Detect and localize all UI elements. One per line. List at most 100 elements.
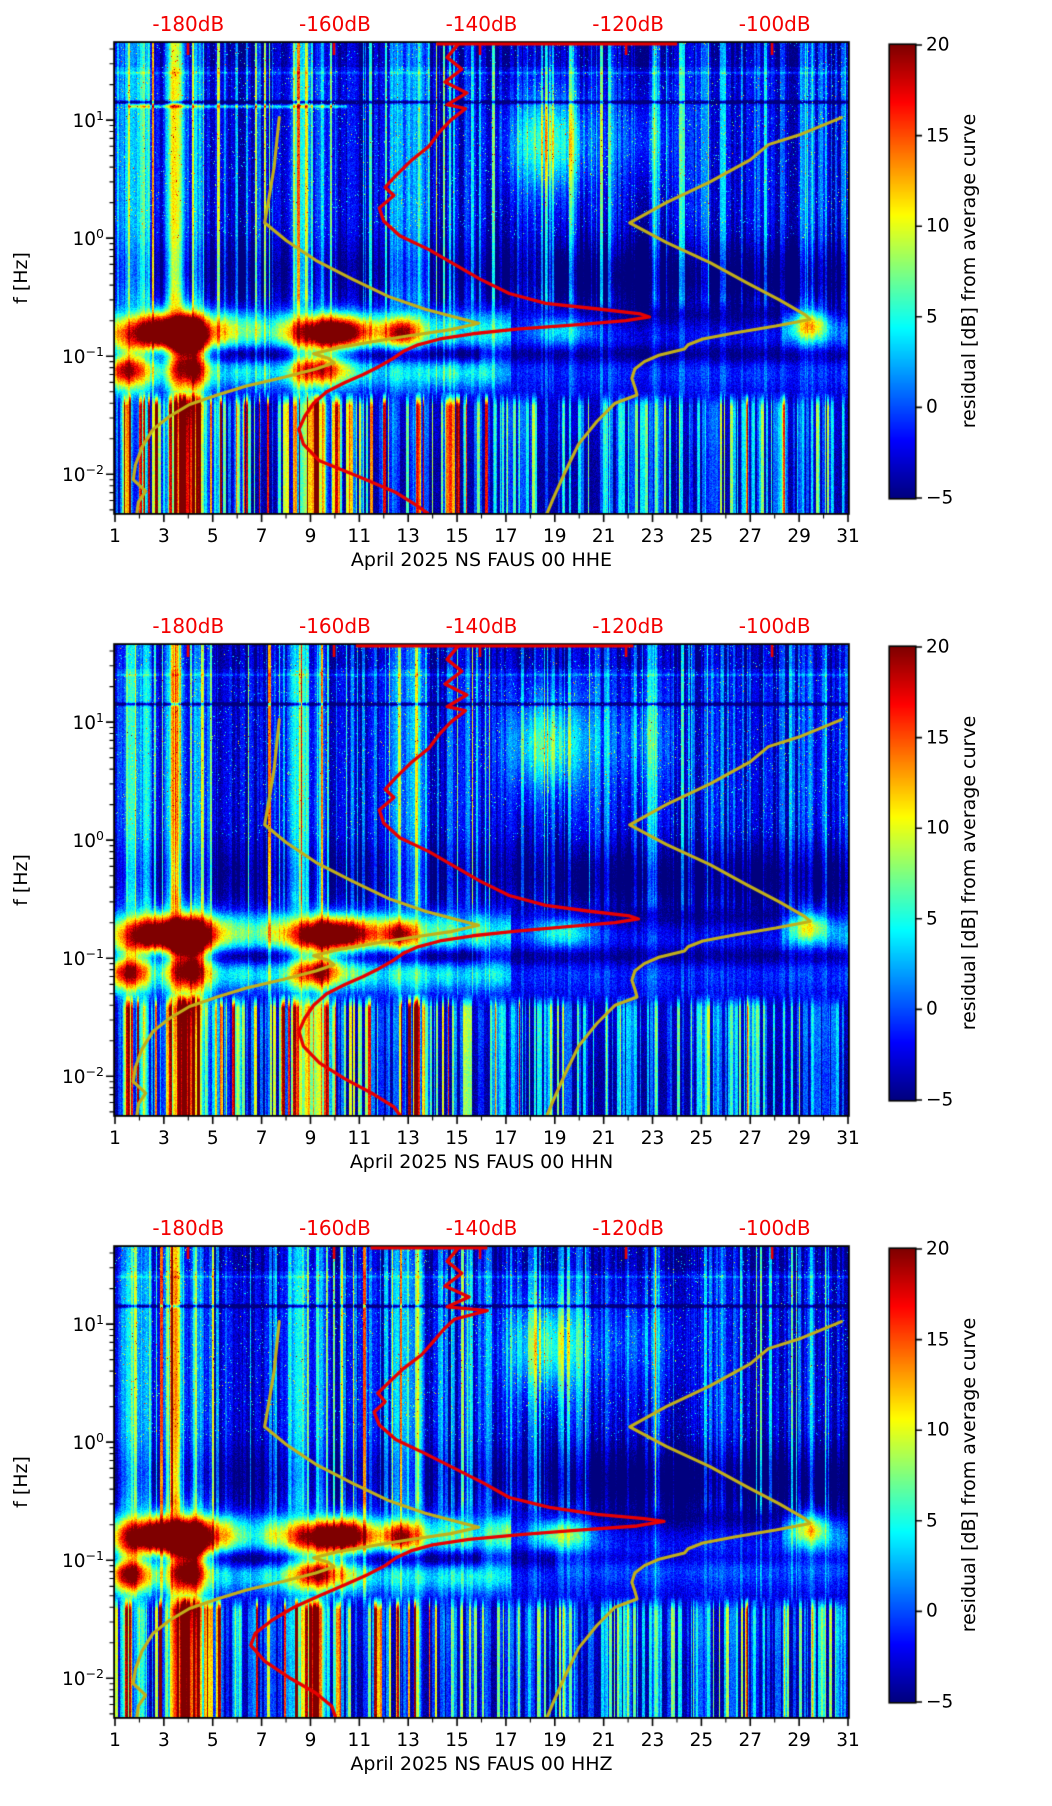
top-db-label: -160dB — [298, 12, 371, 36]
colorbar-tick-label: 10 — [926, 215, 950, 237]
colorbar-tick-label: 0 — [926, 1600, 938, 1622]
x-tick-label: 9 — [304, 1730, 317, 1751]
colorbar-tick-label: 20 — [926, 636, 950, 658]
colorbar-tick-label: 20 — [926, 34, 950, 56]
x-tick-label: 29 — [787, 1730, 811, 1751]
top-db-label: -120dB — [592, 614, 664, 638]
colorbar-tick-label: −5 — [926, 1691, 954, 1713]
colorbar-tick-label: 15 — [926, 727, 950, 749]
colorbar-tick-label: 0 — [926, 396, 938, 418]
x-tick-label: 29 — [787, 1128, 811, 1149]
x-tick-label: 25 — [689, 526, 714, 547]
top-db-label: -180dB — [152, 12, 225, 36]
x-tick-label: 1 — [109, 1128, 121, 1149]
top-db-axis-labels: -180dB -160dB -140dB -120dB -100dB — [115, 12, 848, 40]
top-db-label: -100dB — [738, 1216, 811, 1240]
x-tick-label: 15 — [445, 1128, 469, 1149]
x-tick-labels: 1 3 5 7 9 11 13 15 17 19 21 23 25 27 29 31 — [0, 602, 1052, 1204]
y-tick-label: 10−2 — [62, 462, 104, 487]
y-tick-label: 101 — [72, 1312, 105, 1337]
x-tick-labels: 1 3 5 7 9 11 13 15 17 19 21 23 25 27 29 31 — [0, 1204, 1052, 1806]
x-tick-label: 29 — [787, 526, 811, 547]
colorbar-tick-label: 15 — [926, 125, 950, 147]
x-tick-label: 19 — [543, 526, 567, 547]
y-tick-label: 100 — [72, 226, 105, 251]
top-db-label: -140dB — [445, 1216, 518, 1240]
x-tick-label: 31 — [836, 1730, 860, 1751]
y-tick-label: 10−2 — [62, 1666, 104, 1691]
top-db-axis-labels: -180dB -160dB -140dB -120dB -100dB — [115, 614, 848, 642]
x-tick-labels: 1 3 5 7 9 11 13 15 17 19 21 23 25 27 29 31 — [0, 0, 1052, 602]
x-tick-label: 31 — [836, 1128, 860, 1149]
top-db-label: -160dB — [298, 1216, 371, 1240]
colorbar-tick-labels: 20 15 10 5 0 −5 — [0, 1204, 1052, 1806]
x-tick-label: 1 — [109, 1730, 121, 1751]
colorbar-tick-label: 0 — [926, 998, 938, 1020]
colorbar-tick-label: 10 — [926, 1419, 950, 1441]
x-tick-label: 21 — [591, 1128, 616, 1149]
y-tick-label: 10−2 — [62, 1064, 104, 1089]
colorbar-tick-label: −5 — [926, 487, 954, 509]
x-tick-label: 9 — [304, 1128, 317, 1149]
colorbar-tick-label: 5 — [926, 908, 938, 930]
panel-hhn: -180dB -160dB -140dB -120dB -100dB f [Hz… — [0, 602, 1052, 1204]
x-tick-label: 11 — [347, 526, 372, 547]
top-db-label: -100dB — [738, 12, 811, 36]
x-tick-label: 7 — [255, 1730, 268, 1751]
x-tick-label: 19 — [543, 1730, 567, 1751]
x-tick-label: 23 — [640, 1128, 665, 1149]
top-db-label: -120dB — [592, 12, 664, 36]
x-tick-label: 27 — [738, 1730, 763, 1751]
colorbar-tick-label: 5 — [926, 306, 938, 328]
x-tick-label: 21 — [591, 526, 616, 547]
colorbar-tick-labels: 20 15 10 5 0 −5 — [0, 0, 1052, 602]
colorbar-tick-label: 5 — [926, 1510, 938, 1532]
x-tick-label: 21 — [591, 1730, 616, 1751]
colorbar-title: residual [dB] from average curve — [958, 715, 980, 1031]
top-db-label: -180dB — [152, 614, 225, 638]
x-axis-title-hhz: April 2025 NS FAUS 00 HHZ — [350, 1753, 613, 1775]
y-tick-labels: 101 100 10−1 10−2 — [0, 0, 1052, 602]
colorbar-tick-label: −5 — [926, 1089, 954, 1111]
x-tick-label: 5 — [206, 526, 219, 547]
x-tick-label: 13 — [396, 1128, 420, 1149]
panel-hhe: -180dB -160dB -140dB -120dB -100dB f [Hz… — [0, 0, 1052, 602]
x-tick-label: 23 — [640, 1730, 665, 1751]
colorbar-tick-label: 15 — [926, 1329, 950, 1351]
x-tick-label: 17 — [494, 526, 518, 547]
top-db-label: -160dB — [298, 614, 371, 638]
top-db-label: -180dB — [152, 1216, 225, 1240]
x-tick-label: 11 — [347, 1730, 372, 1751]
x-tick-label: 17 — [494, 1128, 518, 1149]
x-tick-label: 7 — [255, 526, 268, 547]
x-tick-label: 11 — [347, 1128, 372, 1149]
top-db-label: -140dB — [445, 12, 518, 36]
x-tick-label: 5 — [206, 1730, 219, 1751]
colorbar-title: residual [dB] from average curve — [958, 113, 980, 429]
top-db-label: -100dB — [738, 614, 811, 638]
x-tick-label: 3 — [157, 526, 170, 547]
y-tick-label: 100 — [72, 1430, 105, 1455]
y-tick-label: 101 — [72, 108, 105, 133]
x-tick-label: 27 — [738, 526, 763, 547]
x-tick-label: 9 — [304, 526, 317, 547]
y-tick-labels: 101 100 10−1 10−2 — [0, 1204, 1052, 1806]
colorbar-tick-label: 20 — [926, 1238, 950, 1260]
top-db-label: -140dB — [445, 614, 518, 638]
x-tick-label: 7 — [255, 1128, 268, 1149]
x-tick-label: 3 — [157, 1128, 170, 1149]
y-tick-labels: 101 100 10−1 10−2 — [0, 602, 1052, 1204]
y-tick-label: 10−1 — [62, 946, 104, 971]
top-db-label: -120dB — [592, 1216, 664, 1240]
y-tick-label: 100 — [72, 828, 105, 853]
x-tick-label: 3 — [157, 1730, 170, 1751]
x-tick-label: 1 — [109, 526, 121, 547]
y-tick-label: 10−1 — [62, 1548, 104, 1573]
y-tick-label: 101 — [72, 710, 105, 735]
x-tick-label: 25 — [689, 1730, 714, 1751]
top-db-axis-labels: -180dB -160dB -140dB -120dB -100dB — [115, 1216, 848, 1244]
x-tick-label: 15 — [445, 526, 469, 547]
x-tick-label: 17 — [494, 1730, 518, 1751]
